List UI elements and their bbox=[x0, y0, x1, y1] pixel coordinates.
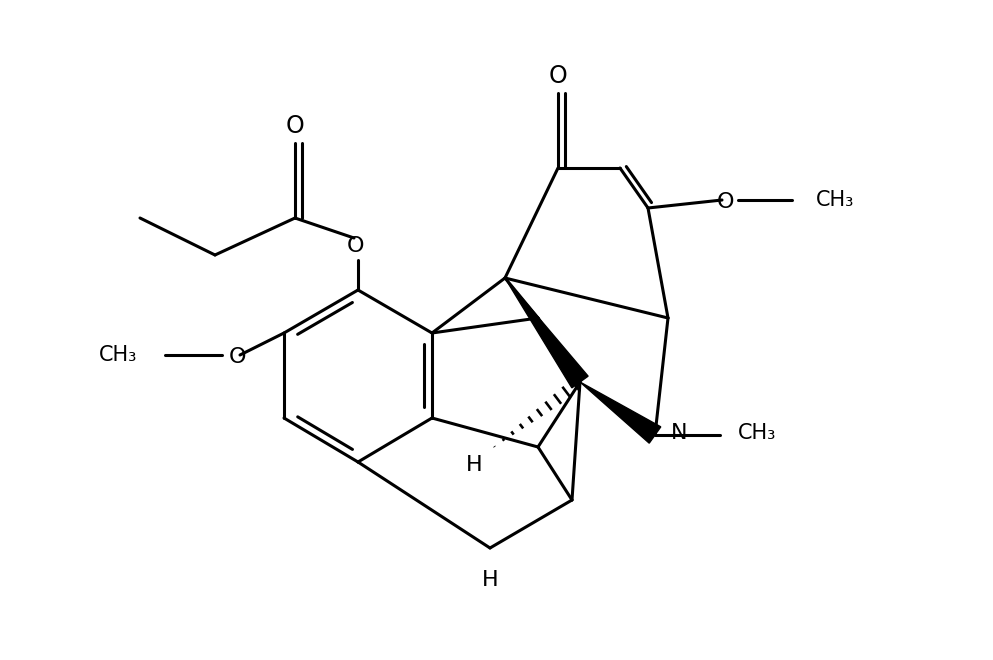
Text: O: O bbox=[716, 192, 734, 212]
Text: CH₃: CH₃ bbox=[98, 345, 137, 365]
Text: N: N bbox=[671, 423, 687, 443]
Polygon shape bbox=[580, 382, 660, 443]
Text: O: O bbox=[348, 236, 364, 256]
Text: CH₃: CH₃ bbox=[816, 190, 854, 210]
Text: H: H bbox=[466, 455, 482, 475]
Polygon shape bbox=[505, 278, 588, 388]
Text: CH₃: CH₃ bbox=[738, 423, 777, 443]
Text: O: O bbox=[286, 114, 305, 138]
Text: O: O bbox=[548, 64, 567, 88]
Text: H: H bbox=[482, 570, 498, 590]
Text: O: O bbox=[228, 347, 245, 367]
